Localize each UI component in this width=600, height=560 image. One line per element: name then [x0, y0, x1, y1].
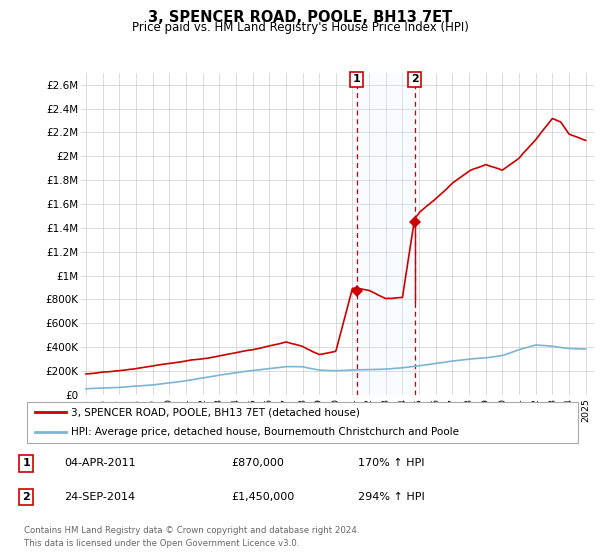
- Text: 24-SEP-2014: 24-SEP-2014: [64, 492, 135, 502]
- Text: 170% ↑ HPI: 170% ↑ HPI: [358, 459, 424, 469]
- Text: HPI: Average price, detached house, Bournemouth Christchurch and Poole: HPI: Average price, detached house, Bour…: [71, 427, 460, 437]
- Text: 294% ↑ HPI: 294% ↑ HPI: [358, 492, 424, 502]
- Text: This data is licensed under the Open Government Licence v3.0.: This data is licensed under the Open Gov…: [24, 539, 299, 548]
- Text: Price paid vs. HM Land Registry's House Price Index (HPI): Price paid vs. HM Land Registry's House …: [131, 21, 469, 34]
- Text: 1: 1: [353, 74, 361, 85]
- Text: 2: 2: [23, 492, 30, 502]
- Bar: [356, 73, 415, 395]
- Text: 3, SPENCER ROAD, POOLE, BH13 7ET (detached house): 3, SPENCER ROAD, POOLE, BH13 7ET (detach…: [71, 407, 361, 417]
- Text: 2: 2: [411, 74, 418, 85]
- Text: 04-APR-2011: 04-APR-2011: [64, 459, 136, 469]
- Text: £870,000: £870,000: [231, 459, 284, 469]
- Text: Contains HM Land Registry data © Crown copyright and database right 2024.: Contains HM Land Registry data © Crown c…: [24, 526, 359, 535]
- Text: £1,450,000: £1,450,000: [231, 492, 294, 502]
- FancyBboxPatch shape: [27, 402, 578, 443]
- Text: 3, SPENCER ROAD, POOLE, BH13 7ET: 3, SPENCER ROAD, POOLE, BH13 7ET: [148, 10, 452, 25]
- Text: 1: 1: [23, 459, 30, 469]
